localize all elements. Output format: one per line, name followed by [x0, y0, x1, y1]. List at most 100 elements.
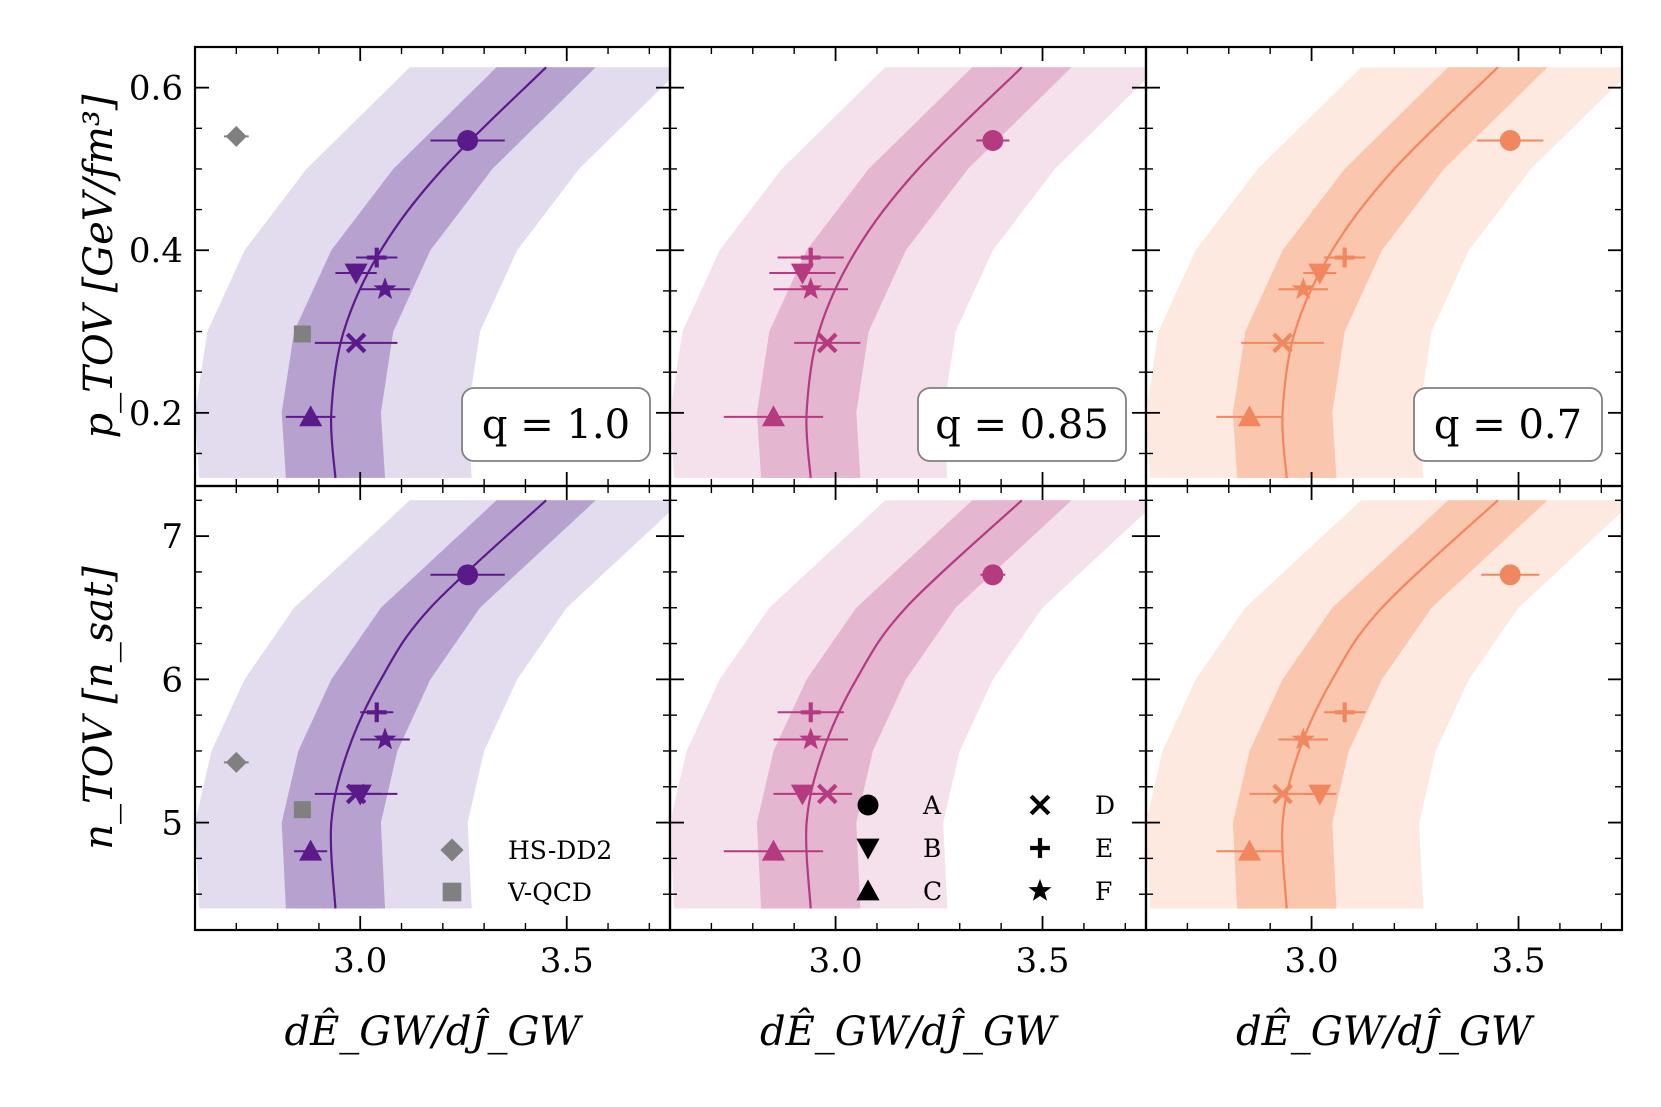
- panel-p-1: q = 0.85: [668, 45, 1148, 488]
- fit-line: [1281, 499, 1499, 909]
- plot-area: [195, 66, 670, 478]
- legend-marker-D-stroke-b: [1029, 794, 1051, 816]
- legend-marker-F: [1028, 878, 1052, 901]
- y-tick-label: 0.6: [129, 69, 183, 109]
- legend-marker-B: [856, 838, 880, 860]
- confidence-band-inner: [756, 500, 1072, 909]
- plot-area: [670, 66, 1146, 478]
- point-C: [299, 405, 323, 427]
- point-E: [1334, 247, 1355, 268]
- legend-marker-A: [857, 794, 879, 816]
- point-V-QCD: [293, 801, 311, 819]
- x-axis-title: dÊ_GW/dĴ_GW: [284, 1008, 583, 1055]
- x-axis-title: dÊ_GW/dĴ_GW: [760, 1008, 1059, 1055]
- legend-marker-E: [1030, 838, 1050, 858]
- point-D: [817, 332, 838, 354]
- confidence-band-inner: [281, 67, 596, 478]
- point-E: [366, 247, 387, 268]
- y-axis-title: n_TOV [n_sat]: [76, 566, 122, 850]
- q-label: q = 1.0: [482, 402, 630, 448]
- point-F: [799, 727, 823, 750]
- point-E: [800, 702, 821, 723]
- confidence-band-inner: [1232, 500, 1548, 909]
- point-F: [799, 277, 823, 300]
- legend-label: A: [922, 791, 942, 820]
- point-C: [1237, 839, 1262, 861]
- legend-item-F: F: [1028, 877, 1112, 906]
- point-F: [1291, 277, 1315, 300]
- point-C: [299, 839, 323, 861]
- legend-item-D: D: [1029, 791, 1115, 820]
- q-label: q = 0.7: [1434, 402, 1582, 448]
- point-E: [366, 702, 387, 723]
- point-B: [344, 263, 368, 285]
- y-tick-label: 5: [161, 804, 183, 844]
- point-A: [457, 130, 479, 151]
- q-label-box: [461, 387, 651, 462]
- y-tick-label: 6: [161, 660, 183, 700]
- x-tick-label: 3.0: [333, 941, 387, 981]
- point-D-stroke-b: [817, 783, 838, 805]
- point-E: [800, 247, 821, 268]
- point-C: [761, 405, 786, 427]
- legend-label: D: [1095, 791, 1115, 820]
- y-axis-title: p_TOV [GeV/fm³]: [76, 94, 122, 438]
- q-label: q = 0.85: [935, 402, 1109, 448]
- point-D: [345, 332, 367, 354]
- point-A: [982, 564, 1004, 586]
- legend-marker-V-QCD: [442, 882, 462, 902]
- confidence-band-inner: [281, 500, 596, 909]
- point-D-stroke-b: [1272, 332, 1293, 354]
- point-F: [373, 727, 397, 750]
- point-F: [1291, 727, 1315, 750]
- x-tick-label: 3.5: [1491, 941, 1545, 981]
- point-D: [345, 783, 367, 805]
- plot-area: [1146, 66, 1622, 478]
- panel-n-2: 3.0 3.5: [1144, 484, 1624, 981]
- point-HS-DD2: [225, 125, 247, 147]
- legend-item-V-QCD: V-QCD: [442, 878, 592, 907]
- legend-label: V-QCD: [507, 878, 592, 907]
- legend-label: E: [1095, 834, 1113, 863]
- legend-marker-HS-DD2: [440, 838, 464, 862]
- legend-marker-C: [856, 879, 880, 901]
- q-label-box: [917, 387, 1127, 462]
- legend-label: HS-DD2: [508, 836, 612, 865]
- legend-label: B: [923, 834, 941, 863]
- legend-item-A: A: [857, 791, 942, 820]
- point-B: [790, 263, 815, 285]
- legends: HS-DD2 V-QCD ABC DEF: [440, 791, 1115, 907]
- legend-label: F: [1095, 877, 1112, 906]
- point-C: [761, 839, 786, 861]
- legend-item-C: C: [856, 877, 942, 906]
- point-E: [1334, 702, 1355, 723]
- panel-p-2: q = 0.7: [1144, 45, 1624, 488]
- point-C: [1237, 405, 1262, 427]
- legend-marker-D: [1029, 794, 1051, 816]
- y-tick-label: 7: [161, 517, 183, 557]
- point-D-stroke-b: [345, 783, 367, 805]
- legend-item-HS-DD2: HS-DD2: [440, 836, 612, 865]
- fit-line: [805, 66, 1023, 478]
- point-D-stroke-b: [817, 332, 838, 354]
- axis-titles: dÊ_GW/dĴ_GW dÊ_GW/dĴ_GW dÊ_GW/dĴ_GW p_TOV […: [76, 94, 1535, 1055]
- panel-frame: [1144, 484, 1624, 932]
- point-D: [1272, 332, 1293, 354]
- point-B: [1308, 784, 1332, 806]
- panel-p-0: 0.2 0.4 0.6 q = 1.0: [129, 45, 672, 488]
- plot-area: [195, 499, 670, 909]
- fit-line: [805, 499, 1023, 909]
- legend-item-B: B: [856, 834, 941, 863]
- y-tick-label: 0.2: [129, 394, 183, 434]
- x-tick-label: 3.0: [809, 941, 863, 981]
- point-A: [1499, 564, 1521, 586]
- point-B: [1308, 263, 1332, 285]
- point-A: [1499, 130, 1521, 151]
- panel-n-1: 3.0 3.5: [668, 484, 1148, 981]
- q-label-box: [1413, 387, 1603, 462]
- point-D: [817, 783, 838, 805]
- legend-label: C: [923, 877, 942, 906]
- point-D-stroke-b: [345, 332, 367, 354]
- point-V-QCD: [293, 325, 311, 343]
